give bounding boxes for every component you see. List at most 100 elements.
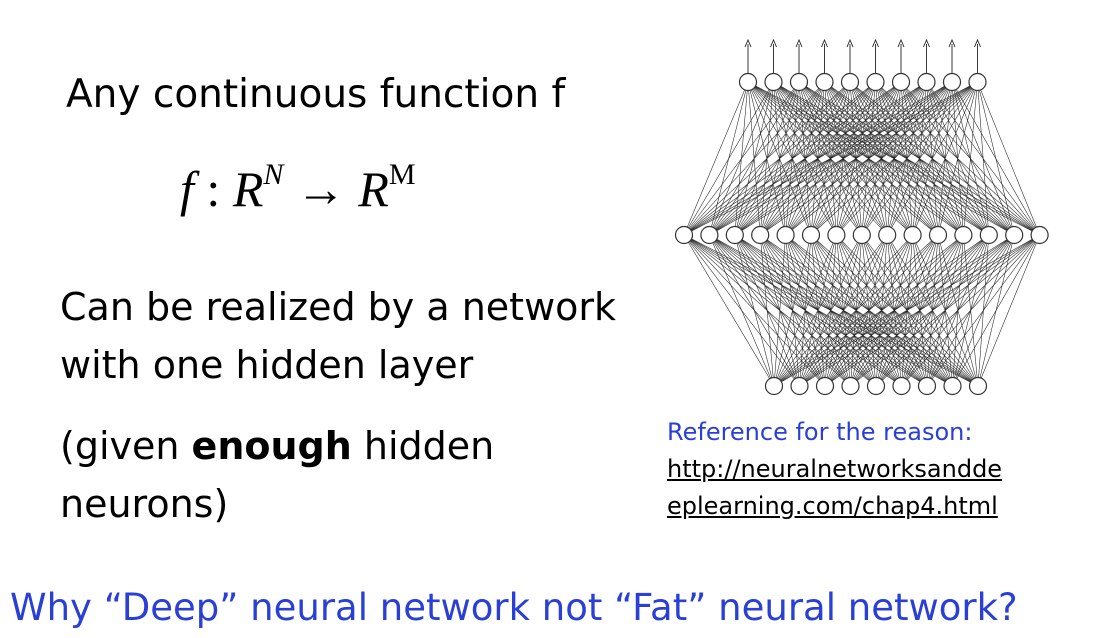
edge-hidden-output [900,81,1040,236]
output-neuron [789,72,809,92]
input-neuron [815,376,835,396]
edge-input-hidden [760,234,979,387]
hidden-neuron [878,225,897,245]
edge-input-hidden [734,234,979,387]
hidden-neuron [928,225,948,245]
input-neuron [968,376,988,396]
edge-input-hidden [785,234,979,387]
edge-input-hidden [683,234,979,387]
condition-line-2: neurons) [60,482,229,526]
formula-arrow: → [295,161,346,217]
condition-pre: (given [60,424,192,468]
output-arrows [744,38,981,74]
edge-input-hidden [963,234,979,387]
output-neuron [815,72,834,92]
condition-line-1: (given enough hidden [60,417,494,475]
edge-hidden-output [709,81,749,236]
formula-domain-exponent: N [263,158,284,192]
input-neuron [943,376,962,396]
output-neuron [738,72,758,92]
reference-link-line-2[interactable]: eplearning.com/chap4.html [667,492,998,520]
edge-input-hidden [937,234,979,387]
hidden-neuron [776,225,795,245]
edge-hidden-output [747,81,913,236]
edge-hidden-output [798,81,1040,236]
hidden-neuron [700,225,719,245]
condition-post: hidden [351,424,495,468]
edge-hidden-output [747,81,812,236]
edge-input-hidden [709,234,979,387]
output-neuron [764,72,783,92]
edge-input-hidden [977,234,1040,387]
formula-codomain-exponent: M [388,158,416,192]
input-neuron [892,376,911,396]
edge-input-hidden [886,234,979,387]
output-neuron [942,72,962,92]
edge-input-hidden [683,234,902,387]
edge-input-hidden [683,234,851,387]
formula-f: f [180,161,194,217]
edge-hidden-output [824,81,1040,236]
network-edges [683,81,1040,387]
formula-codomain: R [358,161,389,217]
output-arrow-head [744,38,752,48]
output-arrow-head [795,38,803,48]
hidden-neuron [903,225,922,245]
edge-input-hidden [861,234,979,387]
output-neuron [866,72,885,92]
edge-hidden-output [951,81,1040,236]
hidden-neuron [725,225,744,245]
input-neuron [841,376,860,396]
hidden-neuron [674,225,694,245]
hidden-neuron [979,225,998,245]
condition-bold: enough [191,424,352,468]
formula-colon: : [206,161,221,217]
edge-hidden-output [849,81,1040,236]
input-neuron [790,376,809,396]
output-arrow-head [821,38,828,48]
output-arrow-head [770,38,777,48]
statement-line: Any continuous function f [66,72,566,117]
edge-hidden-output [683,81,749,236]
output-arrow-head [974,38,981,48]
edge-input-hidden [683,234,877,387]
hidden-neuron [827,225,846,245]
hidden-neuron [1005,225,1024,245]
input-neuron [917,376,937,396]
hidden-neuron [852,225,871,245]
hidden-neuron [751,225,770,245]
output-neuron [917,72,936,92]
output-neuron [968,72,987,92]
edge-hidden-output [875,81,1040,236]
edge-input-hidden [912,234,979,387]
output-arrow-head [872,38,879,48]
realization-statement: Can be realized by a network with one hi… [60,278,616,394]
edge-hidden-output [747,81,964,236]
edge-hidden-output [747,81,1015,236]
edge-input-hidden [836,234,979,387]
edge-hidden-output [734,81,749,236]
edge-input-hidden [683,234,775,387]
formula-domain: R [232,161,264,217]
output-arrow-head [923,38,930,48]
output-arrow-head [948,38,956,48]
edge-input-hidden [683,234,826,387]
edge-input-hidden [683,234,800,387]
output-neuron [891,72,911,92]
edge-hidden-output [747,81,1040,236]
edge-hidden-output [747,81,989,236]
edge-hidden-output [747,81,863,236]
edge-hidden-output [977,81,1040,236]
reference-note: Reference for the reason: http://neuraln… [667,414,1002,525]
output-arrow-head [846,38,854,48]
reference-label: Reference for the reason: [667,418,973,446]
edge-hidden-output [747,81,786,236]
hidden-neuron [801,225,821,245]
reference-link-line-1[interactable]: http://neuralnetworksandde [667,455,1003,483]
function-formula: f : RN → RM [180,158,416,218]
hidden-neuron [954,225,973,245]
edge-input-hidden [810,234,979,387]
condition-statement: (given enough hidden neurons) [60,417,494,533]
realization-line-1: Can be realized by a network [60,285,617,329]
edge-input-hidden [977,234,1015,387]
